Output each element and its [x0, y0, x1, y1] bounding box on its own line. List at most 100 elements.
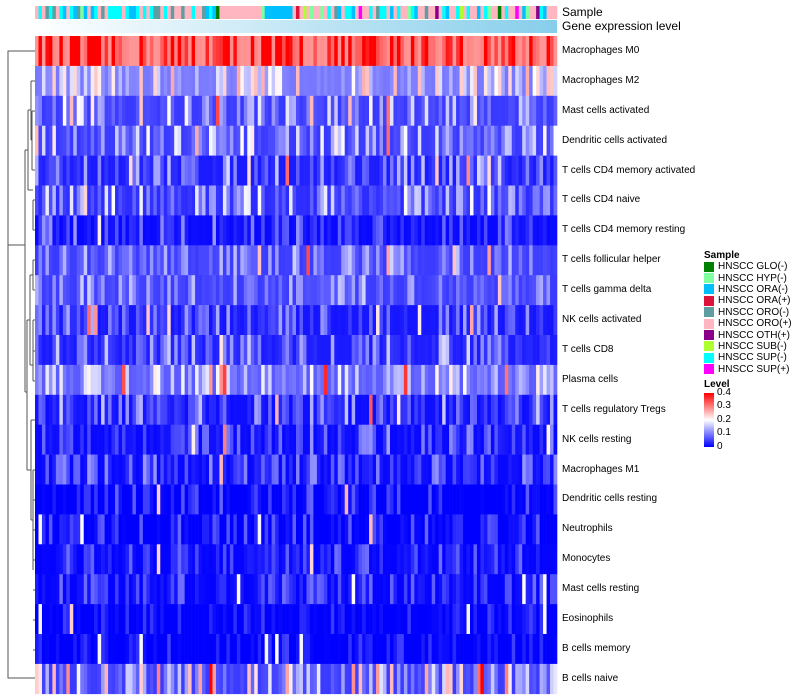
heatmap-cell: [428, 155, 433, 186]
heatmap-cell: [135, 185, 140, 216]
heatmap-cell: [431, 364, 436, 396]
heatmap-cell: [299, 514, 304, 545]
heatmap-cell: [358, 484, 363, 515]
heatmap-cell: [296, 544, 300, 575]
heatmap-cell: [48, 364, 53, 396]
heatmap-cell: [536, 484, 540, 515]
heatmap-cell: [372, 95, 377, 126]
heatmap-cell: [174, 663, 178, 695]
heatmap-cell: [487, 155, 492, 186]
heatmap-cell: [222, 305, 227, 336]
heatmap-cell: [48, 275, 53, 306]
heatmap-cell: [362, 364, 366, 396]
heatmap-cell: [456, 514, 460, 545]
heatmap-cell: [511, 275, 516, 306]
heatmap-cell: [209, 245, 213, 276]
heatmap-cell: [122, 245, 126, 276]
heatmap-cell: [174, 155, 178, 186]
heatmap-cell: [515, 394, 520, 425]
heatmap-cell: [320, 95, 325, 126]
heatmap-cell: [445, 424, 450, 455]
heatmap-cell: [431, 335, 436, 366]
heatmap-cell: [428, 215, 433, 246]
heatmap-cell: [205, 305, 210, 336]
heatmap-cell: [424, 185, 429, 216]
heatmap-cell: [445, 394, 450, 425]
heatmap-cell: [271, 245, 276, 276]
heatmap-cell: [313, 634, 318, 665]
heatmap-cell: [149, 155, 154, 186]
sample-annotation-cell: [132, 6, 137, 19]
heatmap-cell: [393, 185, 398, 216]
sample-annotation-cell: [142, 6, 147, 19]
heatmap-cell: [407, 663, 412, 695]
heatmap-cell: [80, 335, 85, 366]
heatmap-cell: [52, 335, 57, 366]
heatmap-cell: [456, 215, 460, 246]
heatmap-cell: [296, 335, 300, 366]
heatmap-cell: [442, 454, 446, 485]
heatmap-cell: [191, 275, 196, 306]
heatmap-cell: [490, 275, 495, 306]
heatmap-cell: [48, 36, 53, 67]
heatmap-cell: [456, 634, 460, 665]
heatmap-cell: [275, 36, 279, 67]
heatmap-cell: [219, 36, 224, 67]
sample-annotation-cell: [313, 6, 318, 19]
heatmap-cell: [250, 215, 255, 246]
heatmap-cell: [299, 335, 304, 366]
heatmap-cell: [536, 544, 540, 575]
heatmap-cell: [38, 36, 43, 67]
heatmap-cell: [490, 663, 495, 695]
heatmap-cell: [449, 394, 453, 425]
heatmap-cell: [323, 364, 328, 396]
heatmap-cell: [386, 125, 391, 156]
heatmap-cell: [372, 394, 377, 425]
heatmap-cell: [355, 185, 359, 216]
heatmap-cell: [428, 514, 433, 545]
row-label: T cells follicular helper: [562, 254, 661, 266]
heatmap-cell: [128, 454, 133, 485]
heatmap-cell: [240, 185, 245, 216]
heatmap-cell: [146, 634, 151, 665]
heatmap-cell: [299, 663, 304, 695]
heatmap-cell: [327, 36, 332, 67]
heatmap-cell: [320, 484, 325, 515]
heatmap-cell: [515, 305, 520, 336]
heatmap-cell: [69, 604, 74, 635]
heatmap-cell: [428, 364, 433, 396]
heatmap-cell: [369, 544, 373, 575]
heatmap-cell: [403, 574, 408, 605]
heatmap-cell: [501, 125, 506, 156]
heatmap-cell: [167, 245, 172, 276]
heatmap-cell: [553, 335, 558, 366]
heatmap-cell: [497, 215, 502, 246]
heatmap-cell: [518, 634, 523, 665]
heatmap-cell: [372, 604, 377, 635]
heatmap-cell: [504, 364, 509, 396]
heatmap-cell: [483, 275, 488, 306]
heatmap-cell: [463, 364, 467, 396]
sample-annotation-cell: [289, 6, 293, 19]
heatmap-cell: [209, 574, 213, 605]
heatmap-cell: [160, 305, 165, 336]
heatmap-cell: [351, 305, 356, 336]
heatmap-cell: [111, 65, 116, 97]
heatmap-cell: [247, 275, 252, 306]
heatmap-cell: [170, 155, 175, 186]
heatmap-cell: [282, 36, 286, 67]
heatmap-cell: [177, 394, 182, 425]
heatmap-cell: [550, 95, 554, 126]
heatmap-cell: [442, 155, 446, 186]
heatmap-cell: [372, 65, 377, 97]
heatmap-cell: [365, 185, 370, 216]
row-label: Monocytes: [562, 553, 611, 565]
heatmap-cell: [362, 454, 366, 485]
heatmap-cell: [243, 514, 248, 545]
heatmap-cell: [195, 574, 199, 605]
sample-annotation-cell: [215, 6, 220, 19]
heatmap-cell: [431, 36, 436, 67]
heatmap-cell: [135, 544, 140, 575]
heatmap-cell: [111, 424, 116, 455]
heatmap-cell: [299, 544, 304, 575]
